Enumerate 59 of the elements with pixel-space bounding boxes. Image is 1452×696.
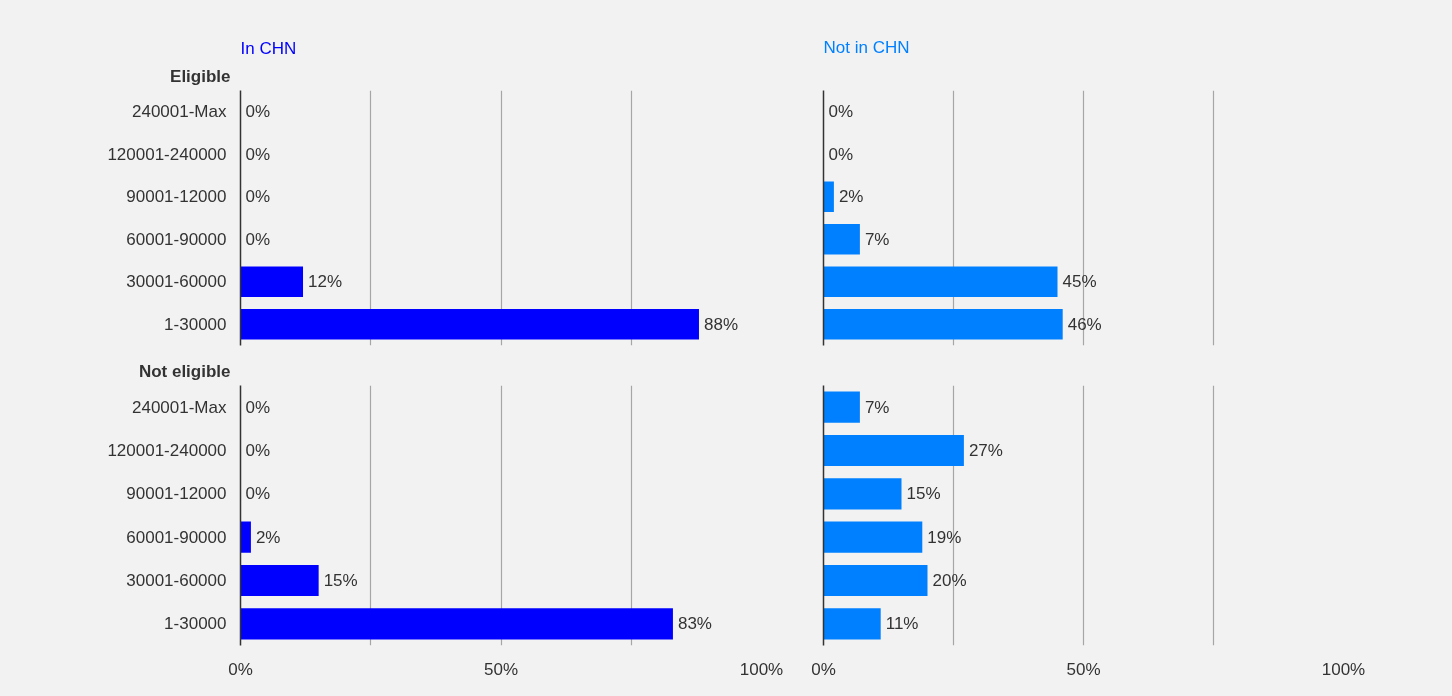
y-tick-label: 1-30000 — [164, 614, 227, 634]
data-label: 0% — [245, 229, 271, 249]
data-label: 88% — [703, 314, 739, 334]
x-tick-label: 50% — [483, 659, 519, 679]
y-tick-label: 240001-Max — [132, 102, 227, 122]
data-label: 19% — [927, 527, 962, 547]
bar — [240, 564, 319, 597]
y-tick-label: 90001-12000 — [126, 484, 227, 504]
bar — [823, 308, 1063, 340]
chart-title: In CHN — [240, 38, 297, 58]
data-label: 11% — [885, 614, 919, 634]
bar — [823, 181, 834, 213]
data-label: 20% — [932, 571, 967, 590]
data-label: 27% — [968, 441, 1003, 460]
y-tick-label: 90001-12000 — [126, 187, 227, 207]
bar — [823, 391, 860, 423]
bar — [823, 608, 881, 640]
data-label: 15% — [906, 484, 941, 504]
data-label: 12% — [308, 272, 343, 292]
data-label: 0% — [245, 441, 271, 460]
y-tick-label: 120001-240000 — [107, 441, 227, 460]
x-tick-label: 50% — [1066, 659, 1101, 679]
y-tick-label: 30001-60000 — [126, 272, 227, 292]
data-label: 0% — [245, 102, 271, 122]
y-tick-label: 120001-240000 — [107, 144, 227, 164]
bar — [240, 521, 251, 553]
x-tick-label: 0% — [811, 659, 836, 679]
bar — [823, 223, 860, 255]
bar — [823, 266, 1058, 298]
x-tick-label: 100% — [739, 659, 784, 679]
data-label: 15% — [323, 571, 358, 590]
chart-title: Not in CHN — [823, 37, 910, 57]
x-tick-label: 100% — [1321, 659, 1366, 679]
data-label: 0% — [245, 187, 271, 207]
y-axis-title: Not eligible — [138, 361, 231, 381]
data-label: 7% — [864, 397, 890, 417]
data-label: 2% — [255, 527, 281, 547]
data-label: 45% — [1062, 272, 1097, 292]
y-tick-label: 240001-Max — [132, 397, 227, 417]
bar — [823, 521, 923, 553]
data-label: 83% — [677, 614, 712, 634]
data-label: 0% — [245, 484, 271, 504]
data-label: 0% — [245, 397, 271, 417]
bar — [240, 608, 673, 640]
x-tick-label: 0% — [228, 659, 253, 679]
y-tick-label: 30001-60000 — [126, 571, 227, 590]
bar — [823, 564, 928, 597]
data-label: 0% — [828, 144, 854, 164]
data-label: 0% — [245, 144, 271, 164]
bar — [823, 434, 964, 467]
bar — [823, 478, 902, 510]
data-label: 0% — [828, 102, 854, 122]
y-axis-title: Eligible — [170, 66, 231, 86]
y-tick-label: 1-30000 — [164, 314, 227, 334]
y-tick-label: 60001-90000 — [126, 527, 227, 547]
y-tick-label: 60001-90000 — [126, 229, 227, 249]
data-label: 46% — [1067, 314, 1102, 334]
data-label: 7% — [864, 229, 890, 249]
data-label: 2% — [838, 187, 864, 207]
